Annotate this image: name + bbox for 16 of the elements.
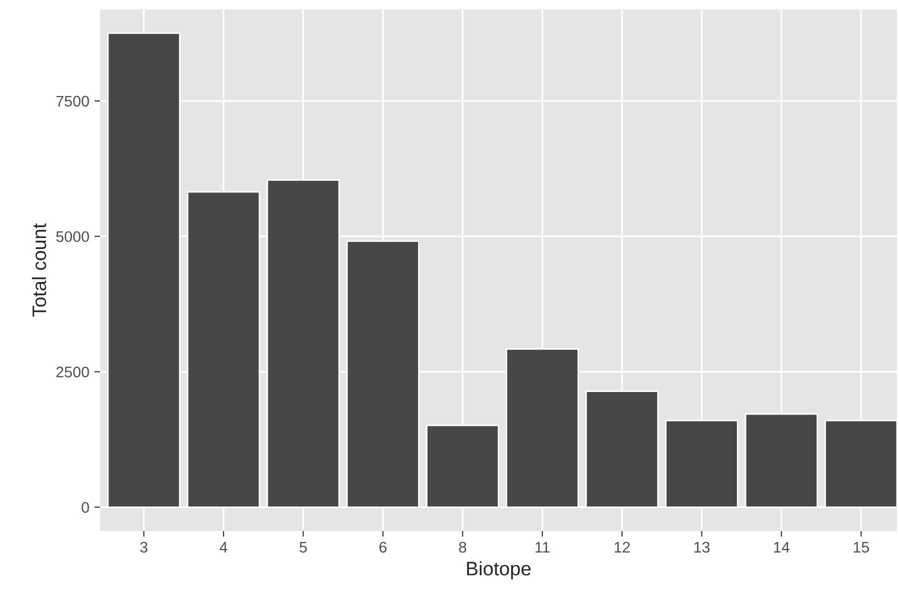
x-tick-label: 14	[774, 542, 790, 552]
x-tick-label: 12	[614, 542, 630, 552]
y-axis-title: Total count	[32, 223, 46, 317]
y-tick-label: 5000	[56, 231, 89, 242]
x-tick-label: 4	[220, 542, 228, 552]
x-tick-label: 6	[379, 542, 387, 553]
x-tick-label: 13	[694, 542, 710, 553]
x-tick-label: 8	[459, 542, 466, 553]
x-axis-title: Biotope	[467, 561, 531, 580]
x-tick-label: 11	[536, 542, 550, 552]
y-tick-label: 7500	[56, 96, 89, 107]
x-tick-label: 15	[854, 542, 869, 553]
y-tick-label: 2500	[56, 366, 89, 378]
y-tick-label: 0	[82, 502, 89, 513]
x-tick-label: 5	[300, 542, 307, 553]
x-tick-label: 3	[140, 542, 148, 553]
